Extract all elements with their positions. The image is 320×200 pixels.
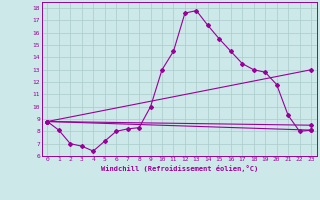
X-axis label: Windchill (Refroidissement éolien,°C): Windchill (Refroidissement éolien,°C) xyxy=(100,165,258,172)
